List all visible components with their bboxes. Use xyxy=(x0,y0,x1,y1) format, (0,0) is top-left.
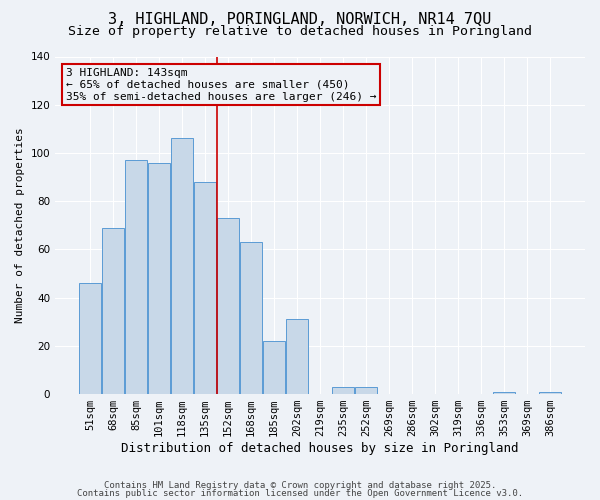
Bar xyxy=(79,283,101,394)
X-axis label: Distribution of detached houses by size in Poringland: Distribution of detached houses by size … xyxy=(121,442,519,455)
Bar xyxy=(240,242,262,394)
Bar xyxy=(355,387,377,394)
Bar xyxy=(263,341,285,394)
Text: Size of property relative to detached houses in Poringland: Size of property relative to detached ho… xyxy=(68,25,532,38)
Bar xyxy=(493,392,515,394)
Text: Contains public sector information licensed under the Open Government Licence v3: Contains public sector information licen… xyxy=(77,488,523,498)
Bar xyxy=(332,387,354,394)
Text: 3 HIGHLAND: 143sqm
← 65% of detached houses are smaller (450)
35% of semi-detach: 3 HIGHLAND: 143sqm ← 65% of detached hou… xyxy=(66,68,376,102)
Text: 3, HIGHLAND, PORINGLAND, NORWICH, NR14 7QU: 3, HIGHLAND, PORINGLAND, NORWICH, NR14 7… xyxy=(109,12,491,28)
Bar xyxy=(539,392,561,394)
Bar xyxy=(125,160,147,394)
Y-axis label: Number of detached properties: Number of detached properties xyxy=(15,128,25,323)
Bar xyxy=(217,218,239,394)
Text: Contains HM Land Registry data © Crown copyright and database right 2025.: Contains HM Land Registry data © Crown c… xyxy=(104,481,496,490)
Bar xyxy=(148,162,170,394)
Bar xyxy=(194,182,216,394)
Bar xyxy=(286,320,308,394)
Bar xyxy=(102,228,124,394)
Bar xyxy=(171,138,193,394)
